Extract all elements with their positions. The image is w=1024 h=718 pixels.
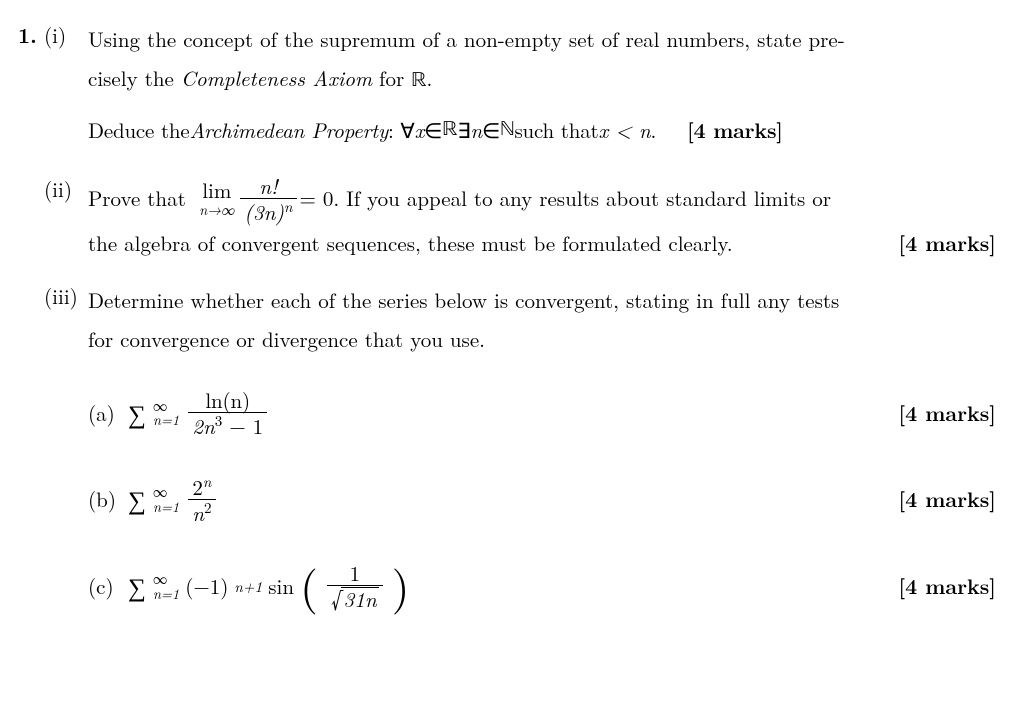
marks-ii: [4 marks]	[898, 224, 996, 263]
inequality: x < n	[599, 111, 651, 150]
text: Determine whether each of the series bel…	[88, 285, 839, 315]
text: cisely the	[88, 63, 181, 93]
part-ii-body: Prove that lim n→∞ n! (3n)n = 0. If you …	[88, 174, 996, 267]
part-i: 1. (i) Using the concept of the supremum…	[18, 20, 996, 160]
den-exp: n	[284, 196, 293, 217]
part-i-body: Using the concept of the supremum of a n…	[88, 20, 996, 160]
text: Deduce the	[88, 111, 190, 150]
sum-icon: ∑	[128, 487, 146, 512]
in: ∈	[482, 111, 500, 150]
part-ii: (ii) Prove that lim n→∞ n! (3n)n = 0. If…	[18, 174, 996, 267]
sqrt-icon: √ 31n	[331, 587, 379, 611]
part-iii: (iii) Determine whether each of the seri…	[18, 281, 996, 613]
den-exp: 2	[204, 497, 212, 518]
series-c: (c) ∑∞n=1 (−1)n+1 sin ( 1 √ 31n	[88, 561, 996, 612]
frac-c-den: √ 31n	[327, 586, 383, 612]
exam-page: 1. (i) Using the concept of the supremum…	[0, 0, 1024, 646]
spacer	[18, 174, 44, 267]
eq-zero: = 0. If you appeal to any results about …	[300, 179, 832, 218]
sum-limits: ∞n=1	[153, 399, 179, 428]
sum-lower: n=1	[153, 500, 179, 514]
frac-a-num: ln(n)	[188, 388, 267, 413]
frac-den: (3n)n	[240, 199, 296, 224]
text: Using the concept of the supremum of a n…	[88, 24, 845, 54]
part-i-gutter: 1. (i)	[18, 20, 88, 160]
text: : ∀	[388, 111, 415, 150]
part-ii-para: Prove that lim n→∞ n! (3n)n = 0. If you …	[88, 174, 996, 263]
part-iii-intro: Determine whether each of the series bel…	[88, 281, 996, 359]
den-base: n	[192, 498, 204, 528]
limit-statement: Prove that lim n→∞ n! (3n)n = 0. If you …	[88, 174, 831, 224]
fraction-c: 1 √ 31n	[327, 561, 383, 612]
series-c-label: (c)	[88, 571, 122, 603]
nat-symbol: ℕ	[500, 111, 514, 150]
spacer	[18, 281, 44, 613]
sum-lower: n=1	[153, 413, 179, 427]
fraction: n! (3n)n	[240, 174, 296, 224]
den-b: − 1	[222, 411, 263, 441]
lim-label: lim	[202, 180, 231, 201]
sum-icon: ∑	[128, 574, 146, 599]
part-iii-body: Determine whether each of the series bel…	[88, 281, 996, 613]
den-base: (3n)	[244, 197, 284, 227]
sum-icon: ∑	[128, 401, 146, 426]
marks-iii-b: [4 marks]	[898, 484, 996, 516]
series-b: (b) ∑ ∞n=1 2n n2 [4 marks]	[88, 475, 996, 525]
part-i-label: (i)	[44, 20, 88, 160]
var-x: x	[415, 111, 425, 150]
marks-iii-c: [4 marks]	[898, 571, 996, 603]
part-iii-label: (iii)	[44, 281, 88, 613]
lim-sub: n→∞	[199, 203, 234, 217]
text: .	[427, 63, 433, 93]
such-that: such that	[514, 111, 598, 150]
axiom-name: Completeness Axiom	[181, 63, 372, 93]
radicand: 31n	[341, 587, 378, 611]
den-a: 2n	[192, 411, 215, 441]
marks-i: [4 marks]	[687, 111, 783, 150]
question-number: 1.	[18, 20, 44, 160]
sum-lower: n=1	[153, 587, 179, 601]
property-name: Archimedean Property	[190, 111, 388, 150]
part-iii-gutter: (iii)	[18, 281, 88, 613]
real-symbol: ℝ	[442, 111, 457, 150]
text: the algebra of convergent sequences, the…	[88, 224, 733, 263]
sin-label: sin	[268, 571, 294, 603]
series-b-label: (b)	[88, 484, 122, 516]
series-a: (a) ∑ ∞n=1 ln(n) 2n3 − 1 [4 marks]	[88, 388, 996, 438]
num-exp: n	[203, 471, 212, 492]
series-a-expr: (a) ∑ ∞n=1 ln(n) 2n3 − 1	[88, 388, 270, 438]
series-list: (a) ∑ ∞n=1 ln(n) 2n3 − 1 [4 marks] (b) ∑ ∞…	[88, 388, 996, 612]
part-ii-label: (ii)	[44, 174, 88, 267]
series-c-expr: (c) ∑∞n=1 (−1)n+1 sin ( 1 √ 31n	[88, 561, 410, 612]
series-a-label: (a)	[88, 398, 122, 430]
lim-icon: lim n→∞	[199, 180, 234, 217]
period: .	[650, 111, 656, 150]
in: ∈	[424, 111, 442, 150]
frac-b-den: n2	[188, 500, 215, 525]
part-i-para2: Deduce the Archimedean Property: ∀x ∈ ℝ …	[88, 111, 996, 150]
exists: ∃	[457, 111, 470, 150]
fraction-b: 2n n2	[188, 475, 215, 525]
text: Prove that	[88, 179, 186, 218]
text: for convergence or divergence that you u…	[88, 324, 485, 354]
part-ii-gutter: (ii)	[18, 174, 88, 267]
sum-limits: ∞n=1	[153, 485, 179, 514]
part-i-para1: Using the concept of the supremum of a n…	[88, 20, 996, 101]
archimedean-line: Deduce the Archimedean Property: ∀x ∈ ℝ …	[88, 111, 783, 150]
frac-a-den: 2n3 − 1	[188, 413, 267, 438]
marks-iii-a: [4 marks]	[898, 398, 996, 430]
var-n: n	[470, 111, 482, 150]
fraction-a: ln(n) 2n3 − 1	[188, 388, 267, 438]
sum-limits: ∞n=1	[153, 572, 179, 601]
text: for	[372, 63, 411, 93]
alt-sign: (−1)	[185, 571, 228, 603]
series-b-expr: (b) ∑ ∞n=1 2n n2	[88, 475, 219, 525]
part-ii-line2: the algebra of convergent sequences, the…	[88, 224, 996, 263]
real-symbol: ℝ	[411, 70, 426, 91]
